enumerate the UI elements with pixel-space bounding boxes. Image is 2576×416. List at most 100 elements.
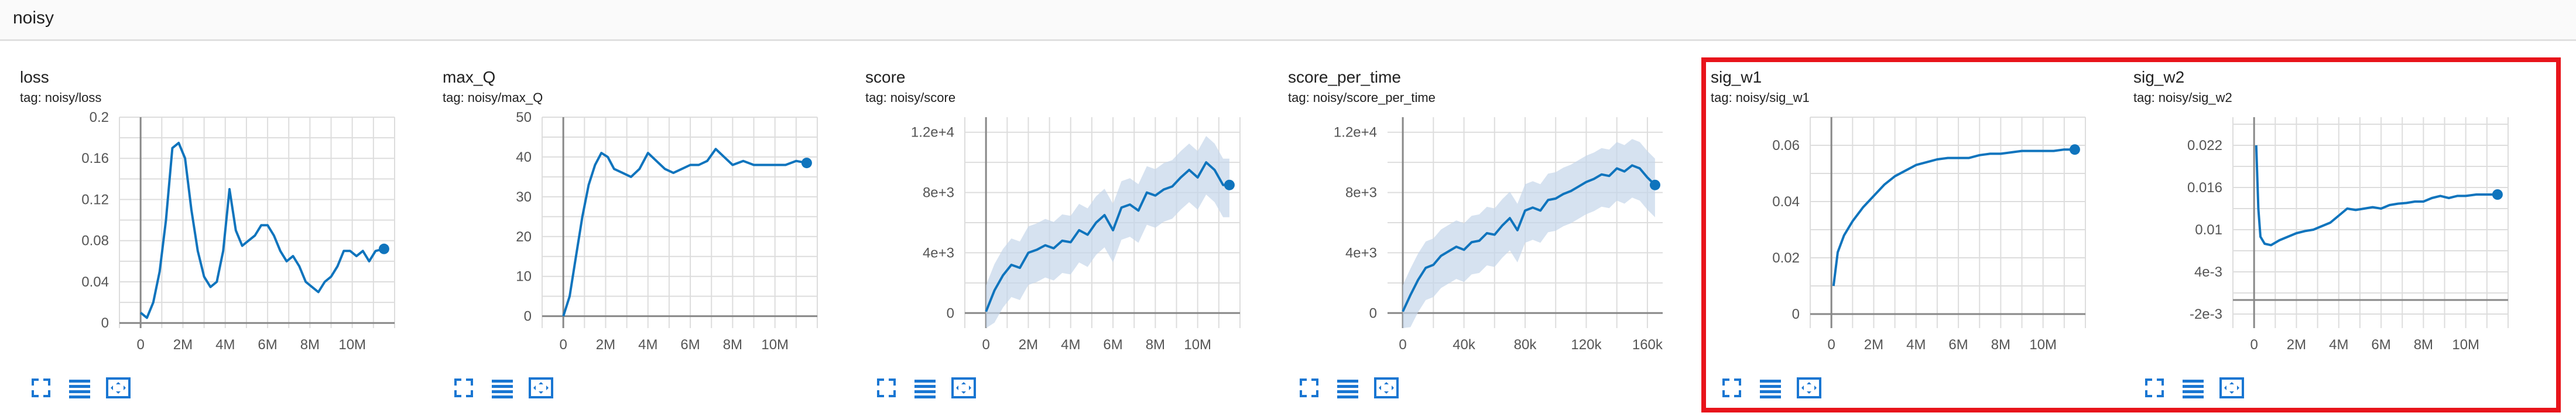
- chart-card-score: score tag: noisy/score 0 2M 4M 6M 8M 10M 0 4e+3 8e…: [865, 59, 1252, 410]
- x-tick-label: 4M: [215, 337, 235, 353]
- x-tick-label: 4M: [1906, 337, 1926, 353]
- x-tick-label: 4M: [638, 337, 657, 353]
- y-tick-label: 0.04: [81, 274, 109, 290]
- y-tick-label: -2e-3: [2190, 306, 2222, 322]
- fullscreen-icon[interactable]: [28, 375, 54, 401]
- x-tick-label: 8M: [300, 337, 320, 353]
- data-table-icon[interactable]: [1335, 375, 1361, 401]
- chart-tag: tag: noisy/max_Q: [443, 90, 543, 105]
- series-end-point: [801, 158, 812, 169]
- y-tick-label: 20: [516, 229, 532, 245]
- y-tick-label: 0.02: [1772, 250, 1800, 266]
- y-tick-label: 0: [524, 309, 532, 325]
- y-tick-label: 0.022: [2187, 138, 2222, 154]
- data-table-icon[interactable]: [2180, 375, 2206, 401]
- fullscreen-icon[interactable]: [873, 375, 899, 401]
- series-line: [1832, 148, 2075, 287]
- fullscreen-icon[interactable]: [2142, 375, 2167, 401]
- x-tick-label: 8M: [1991, 337, 2010, 353]
- x-tick-label: 80k: [1514, 337, 1537, 353]
- chart-card-max-Q: max_Q tag: noisy/max_Q 0 2M 4M 6M 8M 10M 0 10 20 30…: [443, 59, 829, 410]
- x-tick-label: 0: [1399, 337, 1406, 353]
- group-header[interactable]: noisy: [0, 0, 2576, 41]
- x-tick-label: 10M: [2452, 337, 2479, 353]
- chart-title: sig_w1: [1711, 68, 1762, 86]
- series-line: [1402, 164, 1656, 312]
- fit-domain-icon[interactable]: [1373, 375, 1399, 401]
- chart-tag: tag: noisy/score: [865, 90, 956, 105]
- chart-plot[interactable]: 0 2M 4M 6M 8M 10M 0 4e+3 8e+3 1.2e+4: [865, 105, 1252, 363]
- x-tick-label: 2M: [596, 337, 615, 353]
- y-tick-label: 8e+3: [1345, 185, 1377, 201]
- x-tick-label: 6M: [2371, 337, 2390, 353]
- series-line: [2255, 145, 2498, 247]
- y-tick-label: 4e+3: [923, 245, 954, 261]
- chart-plot[interactable]: 0 2M 4M 6M 8M 10M 0 0.02 0.04 0.06: [1711, 105, 2097, 363]
- fit-domain-icon[interactable]: [1796, 375, 1822, 401]
- y-tick-label: 0.2: [90, 110, 109, 125]
- y-tick-label: 4e-3: [2194, 264, 2222, 280]
- y-tick-label: 0.016: [2187, 180, 2222, 196]
- chart-plot[interactable]: 0 2M 4M 6M 8M 10M 0 10 20 30 40 50: [443, 105, 829, 363]
- x-tick-label: 0: [2250, 337, 2258, 353]
- chart-title: loss: [20, 68, 49, 86]
- x-tick-label: 40k: [1453, 337, 1476, 353]
- x-tick-label: 8M: [2414, 337, 2433, 353]
- x-tick-label: 8M: [723, 337, 742, 353]
- y-tick-label: 0: [1792, 306, 1800, 322]
- series-end-point: [2069, 144, 2080, 155]
- group-title: noisy: [13, 8, 54, 28]
- data-table-icon[interactable]: [1758, 375, 1783, 401]
- y-tick-label: 10: [516, 269, 532, 285]
- data-table-icon[interactable]: [67, 375, 93, 401]
- x-tick-label: 4M: [1061, 337, 1080, 353]
- fullscreen-icon[interactable]: [451, 375, 477, 401]
- fullscreen-icon[interactable]: [1296, 375, 1322, 401]
- chart-card-loss: loss tag: noisy/loss 0 2M 4M 6M 8M 10M 0 0.04 0.08…: [20, 59, 406, 410]
- y-tick-label: 0: [1369, 305, 1377, 321]
- x-tick-label: 2M: [1864, 337, 1883, 353]
- chart-tag: tag: noisy/score_per_time: [1288, 90, 1436, 105]
- fit-domain-icon[interactable]: [105, 375, 131, 401]
- x-tick-label: 4M: [2329, 337, 2348, 353]
- series-end-point: [1224, 179, 1235, 190]
- y-tick-label: 0: [101, 315, 109, 331]
- x-tick-label: 0: [982, 337, 989, 353]
- raw-data-band: [1403, 139, 1655, 329]
- chart-title: sig_w2: [2133, 68, 2185, 86]
- fit-domain-icon[interactable]: [2219, 375, 2245, 401]
- y-tick-label: 0.12: [81, 192, 109, 207]
- series-end-point: [2492, 189, 2503, 200]
- raw-data-band: [986, 136, 1229, 328]
- data-table-icon[interactable]: [912, 375, 938, 401]
- x-tick-label: 0: [136, 337, 144, 353]
- highlight-box: [1701, 57, 2561, 412]
- x-tick-label: 2M: [173, 337, 193, 353]
- chart-plot[interactable]: 0 2M 4M 6M 8M 10M -2e-3 4e-3 0.01 0.016 0.022: [2133, 105, 2520, 363]
- x-tick-label: 160k: [1632, 337, 1663, 353]
- x-tick-label: 10M: [761, 337, 789, 353]
- y-tick-label: 0.06: [1772, 138, 1800, 154]
- fullscreen-icon[interactable]: [1719, 375, 1745, 401]
- chart-plot[interactable]: 0 40k 80k 120k 160k 0 4e+3 8e+3 1.2e+4: [1288, 105, 1674, 363]
- fit-domain-icon[interactable]: [951, 375, 977, 401]
- x-tick-label: 2M: [1019, 337, 1038, 353]
- y-tick-label: 0.01: [2195, 222, 2222, 238]
- y-tick-label: 1.2e+4: [911, 125, 954, 141]
- x-tick-label: 2M: [2287, 337, 2306, 353]
- x-tick-label: 6M: [680, 337, 700, 353]
- y-tick-label: 0: [947, 305, 954, 321]
- series-end-point: [378, 243, 389, 254]
- x-tick-label: 10M: [338, 337, 366, 353]
- x-tick-label: 6M: [1103, 337, 1122, 353]
- data-table-icon[interactable]: [489, 375, 515, 401]
- chart-plot[interactable]: 0 2M 4M 6M 8M 10M 0 0.04 0.08 0.12 0.16 0.2: [20, 105, 406, 363]
- series-line: [562, 148, 807, 317]
- x-tick-label: 0: [559, 337, 567, 353]
- chart-toolbar: [28, 375, 144, 401]
- chart-card-sig-w2: sig_w2 tag: noisy/sig_w2 0 2M 4M 6M 8M 10M -2e-3…: [2133, 59, 2520, 410]
- chart-card-sig-w1: sig_w1 tag: noisy/sig_w1 0 2M 4M 6M 8M 10M 0 0.02…: [1711, 59, 2097, 410]
- fit-domain-icon[interactable]: [528, 375, 554, 401]
- y-tick-label: 0.04: [1772, 194, 1800, 210]
- y-tick-label: 8e+3: [923, 185, 954, 201]
